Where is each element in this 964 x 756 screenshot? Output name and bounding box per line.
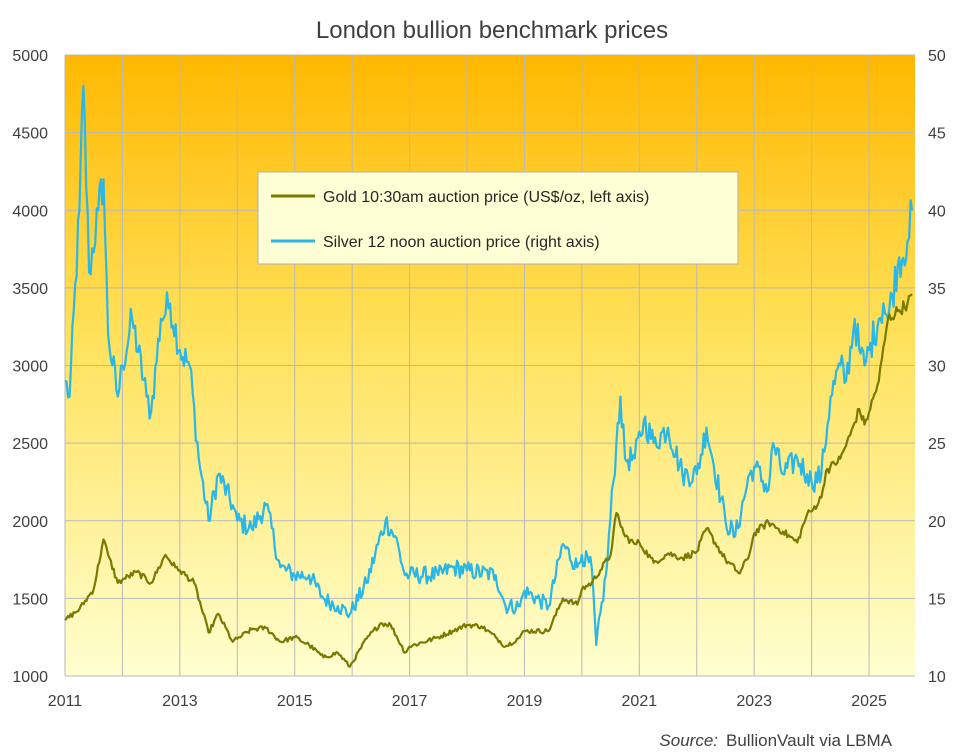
left-axis-tick-label: 5000	[12, 48, 48, 65]
x-axis-tick-label: 2021	[622, 693, 658, 710]
x-axis-tick-label: 2015	[277, 693, 313, 710]
legend: Gold 10:30am auction price (US$/oz, left…	[257, 171, 739, 265]
source-credit: Source: BullionVault via LBMA	[659, 731, 892, 750]
x-axis-tick-label: 2011	[48, 693, 83, 710]
silver-price-line	[64, 85, 914, 647]
series-lines	[64, 85, 914, 668]
chart-title: London bullion benchmark prices	[316, 17, 668, 44]
left-axis-tick-label: 4000	[12, 203, 48, 220]
legend-label-gold: Gold 10:30am auction price (US$/oz, left…	[323, 189, 649, 206]
x-axis-tick-label: 2025	[851, 693, 887, 710]
right-axis-tick-label: 35	[928, 281, 946, 298]
right-axis-tick-label: 30	[928, 359, 946, 376]
left-axis-tick-label: 3500	[12, 281, 48, 298]
left-axis-tick-labels: 1000 1500 2000 2500 3000 3500 4000 4500 5000	[12, 48, 48, 686]
left-axis-tick-label: 1000	[12, 669, 48, 686]
right-axis-tick-label: 25	[928, 436, 946, 453]
left-axis-tick-label: 2500	[12, 436, 48, 453]
x-axis-tick-label: 2013	[162, 693, 198, 710]
legend-label-silver: Silver 12 noon auction price (right axis…	[323, 234, 600, 251]
left-axis-tick-label: 4500	[12, 126, 48, 143]
right-axis-tick-label: 50	[928, 48, 946, 65]
x-axis-tick-label: 2019	[507, 693, 543, 710]
source-name: BullionVault via LBMA	[726, 731, 893, 750]
right-axis-tick-label: 40	[928, 203, 946, 220]
gold-price-line	[64, 293, 913, 668]
right-axis-tick-label: 15	[928, 591, 946, 608]
x-axis-tick-labels: 2011 2013 2015 2017 2019 2021 2023 2025	[48, 693, 887, 710]
left-axis-tick-label: 3000	[12, 359, 48, 376]
left-axis-tick-label: 1500	[12, 591, 48, 608]
right-axis-tick-label: 10	[928, 669, 946, 686]
source-prefix: Source:	[659, 731, 718, 750]
x-axis-tick-label: 2017	[392, 693, 428, 710]
right-axis-tick-label: 20	[928, 514, 946, 531]
left-axis-tick-label: 2000	[12, 514, 48, 531]
right-axis-tick-label: 45	[928, 126, 946, 143]
legend-box	[257, 171, 739, 265]
x-axis-tick-label: 2023	[736, 693, 772, 710]
right-axis-tick-labels: 10 15 20 25 30 35 40 45 50	[928, 48, 946, 686]
